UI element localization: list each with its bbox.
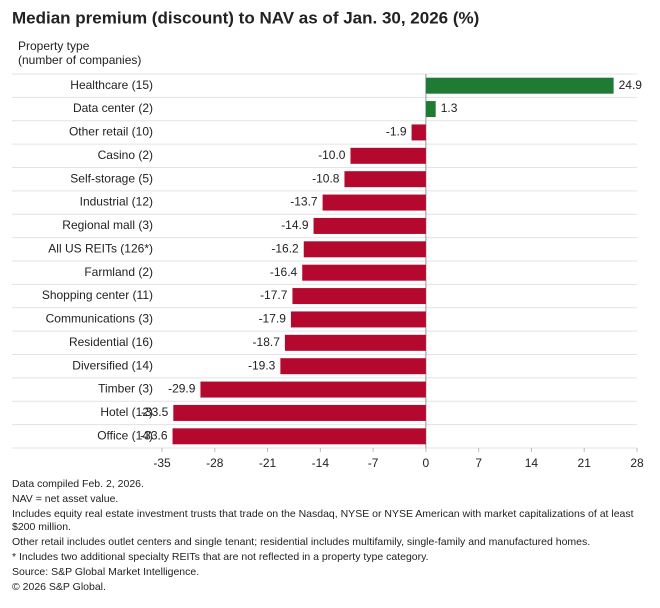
category-label: Industrial (12) (80, 195, 153, 209)
x-tick-label: 21 (578, 456, 592, 470)
chart-title: Median premium (discount) to NAV as of J… (12, 8, 479, 27)
axis-label: Property type (18, 39, 90, 53)
bar (344, 171, 426, 188)
category-label: Diversified (14) (72, 358, 153, 372)
category-label: Shopping center (11) (42, 288, 153, 302)
bar (284, 334, 426, 351)
category-label: Communications (3) (46, 312, 153, 326)
value-label: -33.5 (141, 405, 169, 419)
bar (303, 241, 426, 258)
value-label: 1.3 (441, 101, 458, 115)
notes: Data compiled Feb. 2, 2026. NAV = net ass… (12, 478, 652, 596)
bar (172, 428, 426, 445)
note: * Includes two additional specialty REIT… (12, 551, 429, 563)
bar (425, 77, 614, 94)
x-tick-label: -21 (259, 456, 277, 470)
x-tick-label: -7 (368, 456, 379, 470)
value-label: -16.4 (270, 265, 298, 279)
note: NAV = net asset value. (12, 493, 119, 505)
axis-label: (number of companies) (18, 53, 141, 67)
bar (425, 101, 436, 118)
x-tick-label: -14 (312, 456, 330, 470)
x-tick-label: -35 (153, 456, 171, 470)
value-label: -33.6 (140, 428, 168, 442)
category-label: Other retail (10) (69, 125, 153, 139)
category-label: Residential (16) (69, 335, 153, 349)
bar (313, 217, 426, 234)
category-label: Office (14) (97, 428, 153, 442)
bar (173, 404, 426, 421)
note: Other retail includes outlet centers and… (12, 536, 591, 548)
value-label: -17.9 (259, 312, 287, 326)
x-tick-label: 0 (423, 456, 430, 470)
category-label: Healthcare (15) (70, 78, 153, 92)
bar (350, 147, 426, 164)
value-label: -29.9 (168, 382, 196, 396)
bar (280, 358, 426, 375)
value-label: -18.7 (253, 335, 281, 349)
x-tick-label: 7 (475, 456, 482, 470)
bar (411, 124, 426, 141)
value-label: -19.3 (248, 358, 276, 372)
x-tick-label: 14 (525, 456, 539, 470)
value-label: -10.8 (312, 171, 340, 185)
bar (302, 264, 426, 281)
category-label: Hotel (12) (100, 405, 153, 419)
value-label: -16.2 (271, 241, 299, 255)
value-label: -1.9 (386, 125, 407, 139)
value-label: -17.7 (260, 288, 288, 302)
category-label: Timber (3) (98, 382, 153, 396)
note: © 2026 S&P Global. (12, 581, 106, 593)
bar (200, 381, 426, 398)
value-label: -13.7 (290, 195, 318, 209)
bar (290, 311, 426, 328)
category-label: Regional mall (3) (62, 218, 153, 232)
category-label: Data center (2) (73, 101, 153, 115)
category-label: Casino (2) (98, 148, 153, 162)
value-label: -14.9 (281, 218, 309, 232)
chart: Median premium (discount) to NAV as of J… (12, 8, 644, 470)
category-label: All US REITs (126*) (48, 241, 153, 255)
x-tick-label: -28 (206, 456, 224, 470)
note: Data compiled Feb. 2, 2026. (12, 478, 144, 490)
category-label: Farmland (2) (84, 265, 153, 279)
category-label: Self-storage (5) (70, 171, 153, 185)
bar (292, 288, 426, 305)
note: Source: S&P Global Market Intelligence. (12, 566, 200, 578)
bar (322, 194, 426, 211)
value-label: -10.0 (318, 148, 346, 162)
x-tick-label: 28 (630, 456, 644, 470)
note: Includes equity real estate investment t… (12, 508, 634, 533)
value-label: 24.9 (619, 78, 643, 92)
